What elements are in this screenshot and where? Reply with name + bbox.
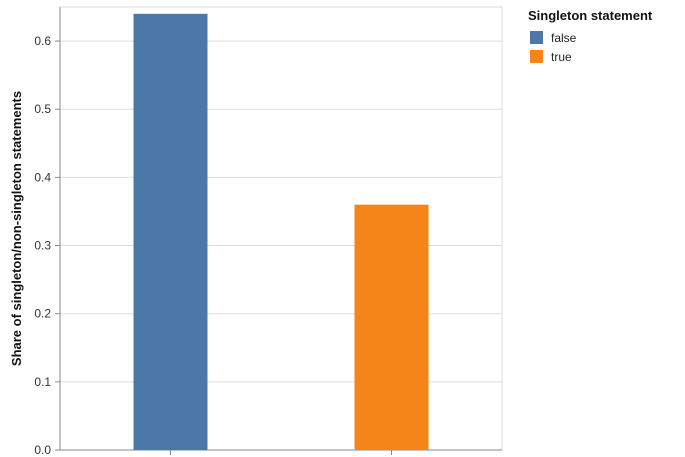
legend-title: Singleton statement	[528, 8, 653, 23]
legend-swatch-true	[530, 50, 543, 63]
gridlines	[59, 6, 503, 451]
axes: 0.0 0.1 0.2 0.3 0.4 0.5 0.6	[34, 7, 502, 457]
legend: Singleton statement false true	[528, 8, 653, 64]
y-tick-label: 0.1	[34, 375, 51, 389]
y-axis-title: Share of singleton/non-singleton stateme…	[9, 91, 24, 366]
y-tick-label: 0.6	[34, 34, 51, 48]
plot-frame	[59, 6, 503, 451]
bar-true	[354, 204, 429, 450]
legend-items: false true	[530, 31, 577, 64]
legend-label-false: false	[551, 31, 577, 45]
y-tick-label: 0.5	[34, 102, 51, 116]
bars	[133, 13, 429, 450]
legend-label-true: true	[551, 50, 572, 64]
legend-swatch-false	[530, 31, 543, 44]
y-tick-label: 0.0	[34, 443, 51, 457]
y-tick-label: 0.3	[34, 239, 51, 253]
bar-false	[133, 13, 208, 450]
y-tick-label: 0.4	[34, 170, 51, 184]
y-tick-label: 0.2	[34, 307, 51, 321]
